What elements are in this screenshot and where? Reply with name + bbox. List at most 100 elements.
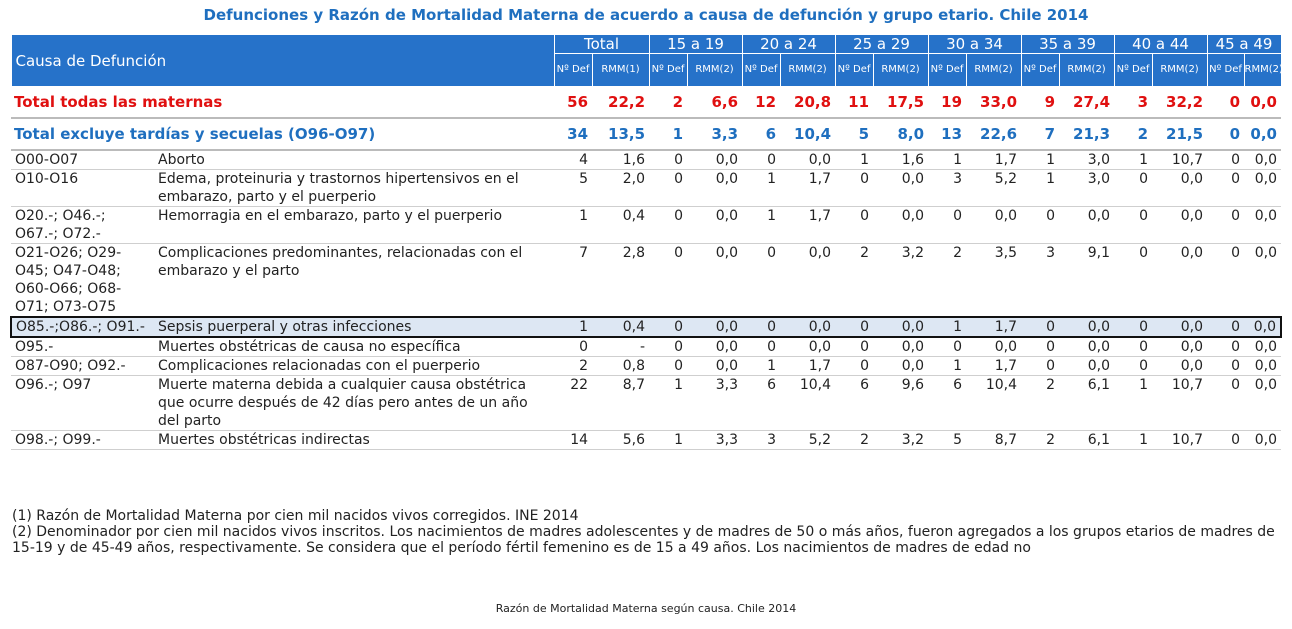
value-cell: 0 (649, 243, 688, 318)
value-cell: 2 (835, 243, 874, 318)
def-subheader: Nº Def (1020, 53, 1060, 87)
def-subheader: Nº Def (1206, 53, 1245, 87)
value-cell: 1,6 (592, 150, 650, 170)
table-row: O10-O16 Edema, proteinuria y trastornos h… (11, 169, 1281, 207)
def-subheader: Nº Def (648, 53, 688, 87)
table-row: O85.-;O86.-; O91.- Sepsis puerperal y otr… (10, 316, 1282, 338)
value-cell: 0 (742, 337, 781, 357)
value-cell: 0 (835, 356, 874, 376)
table-row: O95.- Muertes obstétricas de causa no esp… (11, 337, 1281, 357)
value-cell: 13 (928, 118, 967, 151)
value-cell: 0 (835, 169, 874, 207)
value-cell: 0,0 (1244, 316, 1282, 338)
def-subheader: Nº Def (834, 53, 874, 87)
value-cell: 1 (554, 206, 593, 244)
value-cell: 0 (1021, 206, 1060, 244)
value-cell: 2 (835, 430, 874, 450)
table-row: O96.-; O97 Muerte materna debida a cualqu… (11, 375, 1281, 431)
def-subheader: Nº Def (1113, 53, 1153, 87)
value-cell: 0,0 (873, 206, 929, 244)
value-cell: 0 (1207, 86, 1245, 119)
value-cell: 2 (649, 86, 688, 119)
total-excluding-row: Total excluye tardías y secuelas (O96-O9… (11, 118, 1281, 151)
table-row: O20.-; O46.-; O67.-; O72.- Hemorragia en … (11, 206, 1281, 244)
value-cell: 0,0 (1244, 150, 1281, 170)
value-cell: 1 (928, 356, 967, 376)
value-cell: 0 (1021, 316, 1060, 338)
value-cell: 0,0 (873, 356, 929, 376)
table-row: O21-O26; O29-O45; O47-O48; O60-O66; O68-… (11, 243, 1281, 318)
value-cell: 0,0 (1244, 430, 1281, 450)
value-cell: 1 (649, 375, 688, 431)
value-cell: 9,1 (1059, 243, 1115, 318)
rmm-subheader: RMM(2) (965, 53, 1022, 87)
value-cell: 17,5 (873, 86, 929, 119)
value-cell: 10,4 (780, 375, 836, 431)
value-cell: 0,0 (687, 356, 743, 376)
value-cell: 0 (1207, 337, 1245, 357)
value-cell: 0,0 (1244, 337, 1281, 357)
table-header: Causa de Defunción Total 15 a 19 20 a 24… (10, 34, 1283, 87)
value-cell: 8,7 (592, 375, 650, 431)
footnote-1: (1) Razón de Mortalidad Materna por cien… (12, 508, 579, 524)
value-cell: 0,0 (780, 243, 836, 318)
rmm-subheader: RMM(2) (1151, 53, 1208, 87)
value-cell: 0,0 (1244, 169, 1281, 207)
value-cell: 0 (835, 316, 874, 338)
value-cell: 6,1 (1059, 430, 1115, 450)
value-cell: 14 (554, 430, 593, 450)
value-cell: 5 (554, 169, 593, 207)
cause-code: O00-O07 (11, 150, 156, 170)
value-cell: 0,0 (873, 316, 929, 338)
cause-code: O20.-; O46.-; O67.-; O72.- (11, 206, 156, 244)
value-cell: 33,0 (966, 86, 1022, 119)
value-cell: 2,0 (592, 169, 650, 207)
cause-code: O10-O16 (11, 169, 156, 207)
value-cell: 6,6 (687, 86, 743, 119)
value-cell: 3,3 (687, 375, 743, 431)
value-cell: 0 (1114, 316, 1153, 338)
value-cell: 0,0 (687, 316, 743, 338)
value-cell: 0,0 (687, 169, 743, 207)
value-cell: 0,0 (1152, 337, 1208, 357)
cause-code: O85.-;O86.-; O91.- (10, 316, 156, 338)
value-cell: 0,0 (780, 337, 836, 357)
value-cell: 7 (554, 243, 593, 318)
value-cell: 1 (1114, 150, 1153, 170)
value-cell: 1 (1114, 430, 1153, 450)
value-cell: 2 (1021, 430, 1060, 450)
cause-description: Complicaciones predominantes, relacionad… (156, 243, 555, 318)
value-cell: 0 (835, 206, 874, 244)
group-header: 45 a 49 (1206, 34, 1282, 54)
cause-description: Hemorragia en el embarazo, parto y el pu… (156, 206, 555, 244)
cause-code: O98.-; O99.- (11, 430, 156, 450)
value-cell: 1 (928, 150, 967, 170)
value-cell: 0 (649, 337, 688, 357)
value-cell: 27,4 (1059, 86, 1115, 119)
value-cell: 5 (928, 430, 967, 450)
value-cell: 34 (554, 118, 593, 151)
value-cell: 0 (742, 243, 781, 318)
value-cell: 0 (1114, 206, 1153, 244)
value-cell: 10,4 (780, 118, 836, 151)
value-cell: 19 (928, 86, 967, 119)
value-cell: 0,0 (966, 206, 1022, 244)
value-cell: 1,7 (966, 356, 1022, 376)
rmm-subheader: RMM(2) (686, 53, 743, 87)
value-cell: 1 (554, 316, 593, 338)
cause-description: Muerte materna debida a cualquier causa … (156, 375, 555, 431)
value-cell: 2 (1021, 375, 1060, 431)
value-cell: 22 (554, 375, 593, 431)
value-cell: 9 (1021, 86, 1060, 119)
figure-caption: Razón de Mortalidad Materna según causa.… (495, 602, 797, 615)
value-cell: 1 (1021, 169, 1060, 207)
def-subheader: Nº Def (927, 53, 967, 87)
value-cell: 0,0 (1152, 206, 1208, 244)
value-cell: 0 (649, 316, 688, 338)
cause-description: Aborto (156, 150, 555, 170)
value-cell: 2 (1114, 118, 1153, 151)
value-cell: 0,0 (1244, 356, 1281, 376)
value-cell: 3,2 (873, 243, 929, 318)
value-cell: 0,0 (1244, 118, 1281, 151)
value-cell: 3,3 (687, 430, 743, 450)
